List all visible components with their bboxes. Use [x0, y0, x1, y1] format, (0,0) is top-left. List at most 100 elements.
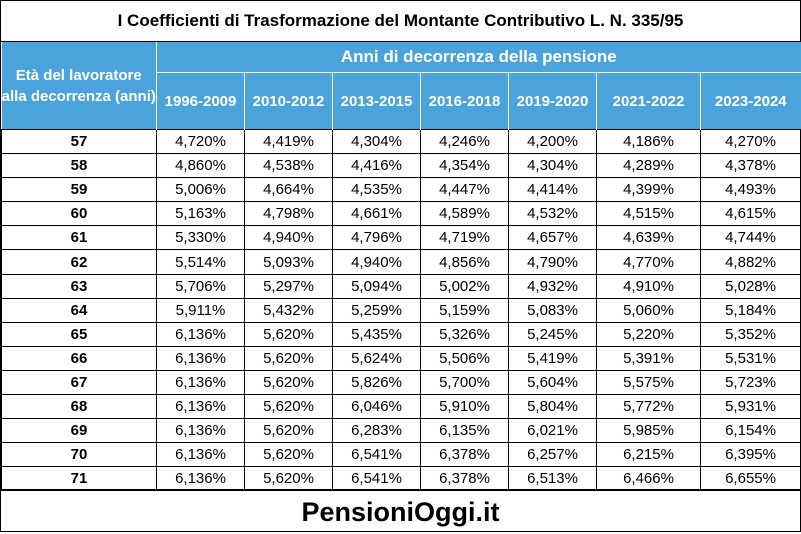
coefficient-cell: 4,790% [508, 249, 597, 275]
period-group-header: Anni di decorrenza della pensione [156, 42, 801, 73]
coefficient-cell: 4,664% [244, 177, 333, 203]
age-cell: 61 [1, 225, 157, 251]
site-logo-text: PensioniOggi.it [1, 489, 800, 532]
coefficient-cell: 5,910% [420, 394, 509, 420]
coefficient-cell: 6,021% [508, 418, 597, 444]
coefficient-cell: 4,860% [156, 153, 245, 179]
coefficient-cell: 4,639% [596, 225, 701, 251]
period-header-row: 1996-2009 2010-2012 2013-2015 2016-2018 … [2, 72, 801, 130]
coefficient-cell: 4,399% [596, 177, 701, 203]
coefficient-cell: 4,770% [596, 249, 701, 275]
table-row: 62 5,514% 5,093% 4,940% 4,856% 4,790% 4,770% 4,… [1, 249, 801, 275]
coefficient-cell: 4,744% [699, 225, 801, 251]
table-row: 60 5,163% 4,798% 4,661% 4,589% 4,532% 4,515% 4,… [1, 201, 801, 227]
coefficient-cell: 4,354% [420, 153, 509, 179]
table-row: 57 4,720% 4,419% 4,304% 4,246% 4,200% 4,186% 4,… [1, 128, 801, 155]
coefficient-cell: 4,535% [332, 177, 421, 203]
age-cell: 69 [1, 418, 157, 444]
coefficient-cell: 5,604% [508, 369, 597, 396]
age-cell: 70 [1, 442, 157, 468]
coefficient-cell: 5,506% [420, 345, 509, 371]
coefficient-cell: 4,515% [596, 201, 701, 227]
coefficient-cell: 4,798% [244, 201, 333, 227]
table-row: 71 6,136% 5,620% 6,541% 6,378% 6,513% 6,466% 6,… [1, 466, 801, 492]
coefficient-cell: 4,304% [508, 153, 597, 179]
coefficient-cell: 6,136% [156, 418, 245, 444]
coefficient-cell: 6,541% [332, 442, 421, 468]
coefficient-cell: 6,136% [156, 345, 245, 371]
coefficient-cell: 5,531% [699, 345, 801, 371]
coefficient-cell: 5,620% [244, 394, 333, 420]
coefficient-cell: 5,419% [508, 345, 597, 371]
coefficient-cell: 4,657% [508, 225, 597, 251]
coefficient-cell: 6,378% [420, 442, 509, 468]
table-row: 70 6,136% 5,620% 6,541% 6,378% 6,257% 6,215% 6,… [1, 442, 801, 468]
coefficient-cell: 5,326% [420, 321, 509, 347]
coefficient-cell: 4,304% [332, 128, 421, 155]
coefficient-cell: 4,940% [244, 225, 333, 251]
table-row: 66 6,136% 5,620% 5,624% 5,506% 5,419% 5,391% 5,… [1, 345, 801, 371]
coefficient-cell: 4,932% [508, 273, 597, 299]
table-row: 68 6,136% 5,620% 6,046% 5,910% 5,804% 5,772% 5,… [1, 394, 801, 420]
coefficient-cell: 5,826% [332, 369, 421, 396]
coefficient-cell: 4,447% [420, 177, 509, 203]
coefficient-cell: 6,136% [156, 466, 245, 492]
coefficient-cell: 5,094% [332, 273, 421, 299]
coefficient-cell: 4,378% [699, 153, 801, 179]
coefficient-cell: 6,154% [699, 418, 801, 444]
coefficient-cell: 5,706% [156, 273, 245, 299]
coefficient-cell: 6,046% [332, 394, 421, 420]
coefficient-cell: 4,856% [420, 249, 509, 275]
coefficient-cell: 6,466% [596, 466, 701, 492]
coefficient-cell: 5,931% [699, 394, 801, 420]
coefficient-cell: 4,796% [332, 225, 421, 251]
coefficient-cell: 5,575% [596, 369, 701, 396]
coefficient-cell: 6,541% [332, 466, 421, 492]
coefficient-cell: 6,215% [596, 442, 701, 468]
coefficient-cell: 4,538% [244, 153, 333, 179]
period-header: 2021-2022 [596, 72, 701, 130]
coefficient-cell: 4,940% [332, 249, 421, 275]
coefficient-cell: 4,615% [699, 201, 801, 227]
coefficient-cell: 6,283% [332, 418, 421, 444]
coefficient-cell: 5,911% [156, 297, 245, 323]
coefficient-cell: 5,060% [596, 297, 701, 323]
table-row: 67 6,136% 5,620% 5,826% 5,700% 5,604% 5,575% 5,… [1, 369, 801, 396]
age-cell: 71 [1, 466, 157, 492]
coefficient-cell: 6,136% [156, 394, 245, 420]
age-cell: 66 [1, 345, 157, 371]
coefficient-cell: 5,330% [156, 225, 245, 251]
coefficient-cell: 6,136% [156, 321, 245, 347]
coefficient-cell: 4,200% [508, 128, 597, 155]
coefficient-cell: 5,028% [699, 273, 801, 299]
coefficient-cell: 5,620% [244, 345, 333, 371]
coefficient-cell: 5,220% [596, 321, 701, 347]
coefficient-cell: 5,772% [596, 394, 701, 420]
coefficients-table: Età del lavoratore alla decorrenza (anni… [1, 42, 801, 492]
coefficient-cell: 5,184% [699, 297, 801, 323]
period-header: 2013-2015 [332, 72, 421, 130]
coefficient-cell: 4,419% [244, 128, 333, 155]
coefficient-cell: 4,416% [332, 153, 421, 179]
age-cell: 58 [1, 153, 157, 179]
coefficient-cell: 5,002% [420, 273, 509, 299]
coefficient-cell: 5,159% [420, 297, 509, 323]
coefficient-cell: 4,246% [420, 128, 509, 155]
coefficient-cell: 6,395% [699, 442, 801, 468]
coefficient-cell: 6,136% [156, 442, 245, 468]
coefficient-cell: 4,289% [596, 153, 701, 179]
coefficient-cell: 4,589% [420, 201, 509, 227]
coefficient-cell: 6,136% [156, 369, 245, 396]
coefficient-cell: 5,514% [156, 249, 245, 275]
coefficient-cell: 6,513% [508, 466, 597, 492]
table-row: 58 4,860% 4,538% 4,416% 4,354% 4,304% 4,289% 4,… [1, 153, 801, 179]
coefficient-cell: 4,910% [596, 273, 701, 299]
coefficient-cell: 5,700% [420, 369, 509, 396]
coefficient-cell: 6,135% [420, 418, 509, 444]
coefficient-cell: 5,620% [244, 321, 333, 347]
period-header: 1996-2009 [156, 72, 245, 130]
coefficient-cell: 5,391% [596, 345, 701, 371]
age-cell: 60 [1, 201, 157, 227]
coefficient-cell: 5,723% [699, 369, 801, 396]
